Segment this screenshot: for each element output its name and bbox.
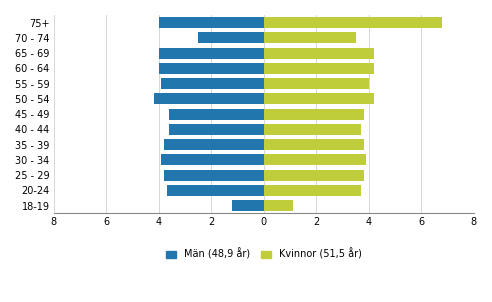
Bar xyxy=(232,200,264,211)
Bar xyxy=(264,109,364,120)
Bar xyxy=(169,109,264,120)
Bar xyxy=(264,32,356,43)
Bar xyxy=(264,154,366,165)
Bar xyxy=(264,124,361,135)
Bar xyxy=(264,200,293,211)
Bar xyxy=(159,48,264,59)
Bar xyxy=(164,170,264,181)
Bar xyxy=(154,93,264,104)
Bar xyxy=(161,78,264,89)
Bar xyxy=(264,185,361,196)
Legend: Män (48,9 år), Kvinnor (51,5 år): Män (48,9 år), Kvinnor (51,5 år) xyxy=(166,249,362,260)
Bar xyxy=(264,93,374,104)
Bar xyxy=(264,170,364,181)
Bar xyxy=(264,63,374,74)
Bar xyxy=(169,124,264,135)
Bar xyxy=(159,17,264,28)
Bar xyxy=(264,17,442,28)
Bar xyxy=(198,32,264,43)
Bar xyxy=(159,63,264,74)
Bar xyxy=(167,185,264,196)
Bar xyxy=(264,48,374,59)
Bar xyxy=(264,139,364,150)
Bar xyxy=(264,78,369,89)
Bar xyxy=(164,139,264,150)
Bar xyxy=(161,154,264,165)
